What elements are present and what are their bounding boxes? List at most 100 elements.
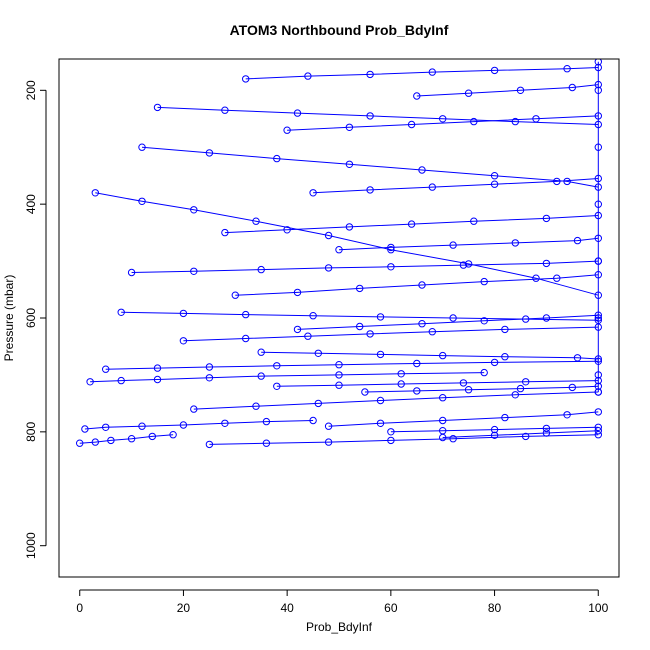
data-point xyxy=(594,59,602,66)
data-point xyxy=(107,436,115,445)
y-tick-label: 800 xyxy=(24,422,38,442)
data-point xyxy=(262,439,271,447)
data-point xyxy=(428,328,436,336)
data-point xyxy=(242,75,250,83)
data-point xyxy=(568,83,576,92)
data-point xyxy=(127,268,136,277)
data-point xyxy=(366,330,374,338)
series-line xyxy=(442,430,599,438)
data-point xyxy=(459,379,468,387)
data-point xyxy=(439,433,447,442)
data-point xyxy=(480,277,488,286)
series-line xyxy=(84,420,314,430)
data-point xyxy=(361,388,369,396)
data-point xyxy=(387,436,395,445)
series-line xyxy=(245,67,599,80)
series-line xyxy=(261,351,599,360)
data-point xyxy=(501,353,509,361)
data-point xyxy=(511,117,519,126)
data-point xyxy=(366,186,374,194)
data-point xyxy=(553,274,561,282)
data-point xyxy=(594,427,602,435)
data-point xyxy=(490,66,499,75)
series-line xyxy=(313,178,599,194)
data-point xyxy=(366,70,374,79)
data-point xyxy=(480,317,488,325)
data-point xyxy=(117,376,125,385)
series-line xyxy=(364,385,599,393)
data-point xyxy=(428,68,436,76)
data-point xyxy=(309,416,317,425)
data-point xyxy=(335,361,343,369)
data-point xyxy=(542,214,551,223)
data-point xyxy=(413,359,421,368)
data-point xyxy=(273,362,281,370)
data-point xyxy=(345,160,354,169)
data-point xyxy=(522,432,530,441)
data-point xyxy=(283,126,291,134)
data-point xyxy=(594,371,602,379)
data-point xyxy=(221,419,229,427)
data-point xyxy=(242,310,250,319)
series-line xyxy=(141,146,599,188)
data-point xyxy=(573,354,582,362)
data-point xyxy=(449,314,457,322)
data-point xyxy=(594,257,602,265)
data-point xyxy=(179,309,188,318)
data-point xyxy=(542,424,551,433)
data-point xyxy=(470,217,478,225)
data-point xyxy=(532,115,540,123)
series-line xyxy=(131,260,599,273)
data-point xyxy=(179,337,188,345)
data-point xyxy=(257,372,265,380)
series-line xyxy=(224,215,599,234)
data-point xyxy=(257,348,265,356)
data-point xyxy=(273,382,281,390)
chart-title: ATOM3 Northbound Prob_BdyInf xyxy=(230,22,449,38)
data-point xyxy=(257,265,265,274)
x-tick-label: 60 xyxy=(384,601,398,615)
data-point xyxy=(413,387,421,395)
data-point xyxy=(490,358,499,367)
data-point xyxy=(190,267,198,275)
data-point xyxy=(501,413,509,422)
data-point xyxy=(397,380,405,388)
data-point xyxy=(594,314,602,322)
series-line xyxy=(105,360,599,370)
data-point xyxy=(205,374,214,382)
data-point xyxy=(376,419,385,427)
data-point xyxy=(594,423,602,431)
data-point xyxy=(81,425,89,433)
data-point xyxy=(304,72,312,80)
series-line xyxy=(95,192,599,296)
data-point xyxy=(190,206,198,214)
data-point xyxy=(314,399,322,408)
data-point xyxy=(205,440,214,449)
data-point xyxy=(252,402,260,410)
data-point xyxy=(324,422,333,430)
series-line xyxy=(276,380,599,387)
data-point xyxy=(522,378,530,386)
data-point xyxy=(335,371,343,379)
data-point xyxy=(309,312,317,320)
data-point xyxy=(283,226,291,234)
data-point xyxy=(439,115,447,123)
series-layer xyxy=(76,59,602,449)
data-point xyxy=(148,432,157,441)
data-point xyxy=(356,322,364,331)
data-point xyxy=(464,386,473,394)
data-point xyxy=(273,154,281,163)
series-line xyxy=(328,411,599,427)
data-point xyxy=(532,274,540,282)
data-point xyxy=(345,123,354,132)
data-point xyxy=(490,180,499,188)
data-point xyxy=(102,365,110,373)
data-point xyxy=(428,183,436,191)
data-point xyxy=(366,112,374,120)
series-line xyxy=(287,115,599,131)
data-point xyxy=(324,231,333,240)
data-point xyxy=(490,425,499,434)
data-point xyxy=(464,260,473,268)
data-point xyxy=(594,431,602,439)
